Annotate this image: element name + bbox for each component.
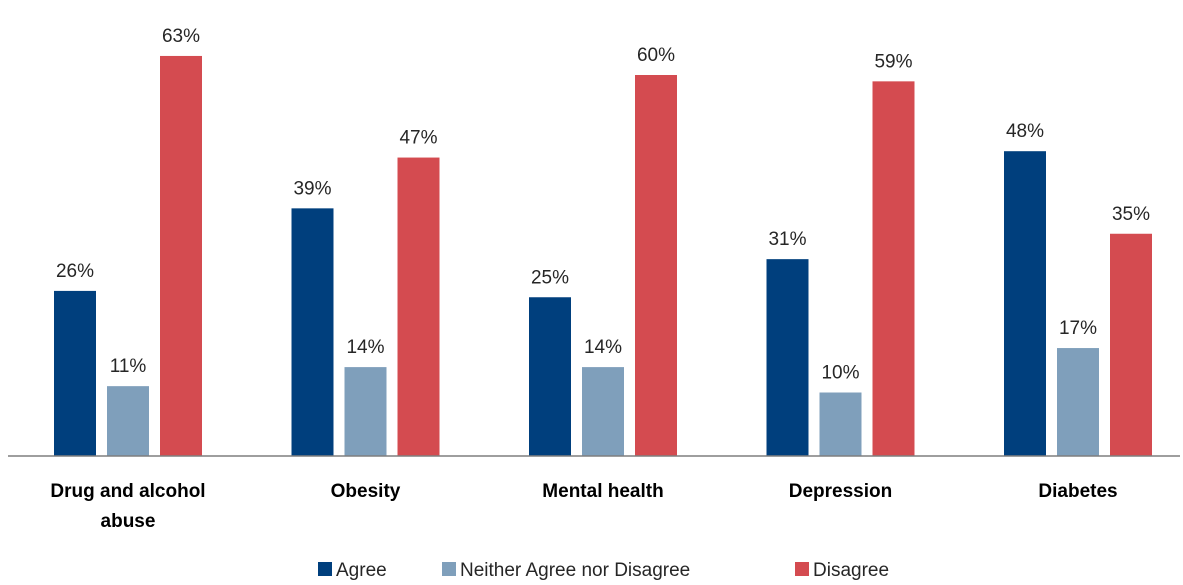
category-label: Depression — [789, 481, 892, 502]
value-label: 14% — [584, 337, 622, 358]
value-label: 39% — [293, 178, 331, 199]
category-labels-group: Drug and alcohol abuse Obesity Mental healt… — [50, 481, 1117, 532]
bar-agree-depression — [766, 259, 809, 456]
category-label: Diabetes — [1038, 481, 1117, 502]
bar-neither-agree-nor-disagree-depression — [819, 392, 862, 456]
category-label: Obesity — [331, 481, 401, 502]
category-label: abuse — [101, 511, 156, 532]
legend-swatch-disagree — [795, 562, 809, 576]
value-label: 59% — [874, 51, 912, 72]
value-labels-group: 26% 11% 63% 39% 14% 47% 25% 14% 60% 31% 10% 59% 48% 1… — [56, 26, 1150, 384]
value-label: 35% — [1112, 204, 1150, 225]
bar-disagree-obesity — [397, 157, 440, 457]
value-label: 25% — [531, 267, 569, 288]
value-label: 11% — [110, 356, 147, 377]
legend-label-disagree: Disagree — [813, 560, 889, 581]
bar-disagree-mental-health — [635, 75, 677, 456]
value-label: 26% — [56, 261, 94, 282]
bar-disagree-depression — [872, 81, 915, 456]
value-label: 10% — [821, 363, 859, 384]
value-label: 60% — [637, 45, 675, 66]
value-label: 48% — [1006, 121, 1044, 142]
legend-label-neither-agree-nor-disagree: Neither Agree nor Disagree — [460, 560, 690, 581]
legend: Agree Neither Agree nor Disagree Disagree — [318, 560, 889, 581]
legend-label-agree: Agree — [336, 560, 387, 581]
value-label: 14% — [346, 337, 384, 358]
bar-disagree-drug-and-alcohol-abuse — [160, 55, 202, 456]
value-label: 17% — [1059, 318, 1097, 339]
value-label: 47% — [399, 128, 437, 149]
category-label: Drug and alcohol — [50, 481, 205, 502]
bar-neither-agree-nor-disagree-diabetes — [1057, 348, 1099, 456]
bars-group — [54, 55, 1152, 457]
bar-agree-mental-health — [529, 297, 571, 456]
bar-neither-agree-nor-disagree-mental-health — [582, 367, 624, 456]
value-label: 31% — [768, 229, 806, 250]
bar-agree-diabetes — [1004, 151, 1046, 456]
legend-swatch-agree — [318, 562, 332, 576]
bar-disagree-diabetes — [1110, 233, 1152, 456]
bar-agree-obesity — [291, 208, 334, 456]
category-label: Mental health — [542, 481, 663, 502]
bar-neither-agree-nor-disagree-obesity — [344, 367, 387, 456]
bar-agree-drug-and-alcohol-abuse — [54, 290, 96, 456]
bar-neither-agree-nor-disagree-drug-and-alcohol-abuse — [107, 386, 149, 456]
legend-swatch-neither-agree-nor-disagree — [442, 562, 456, 576]
value-label: 63% — [162, 26, 200, 47]
